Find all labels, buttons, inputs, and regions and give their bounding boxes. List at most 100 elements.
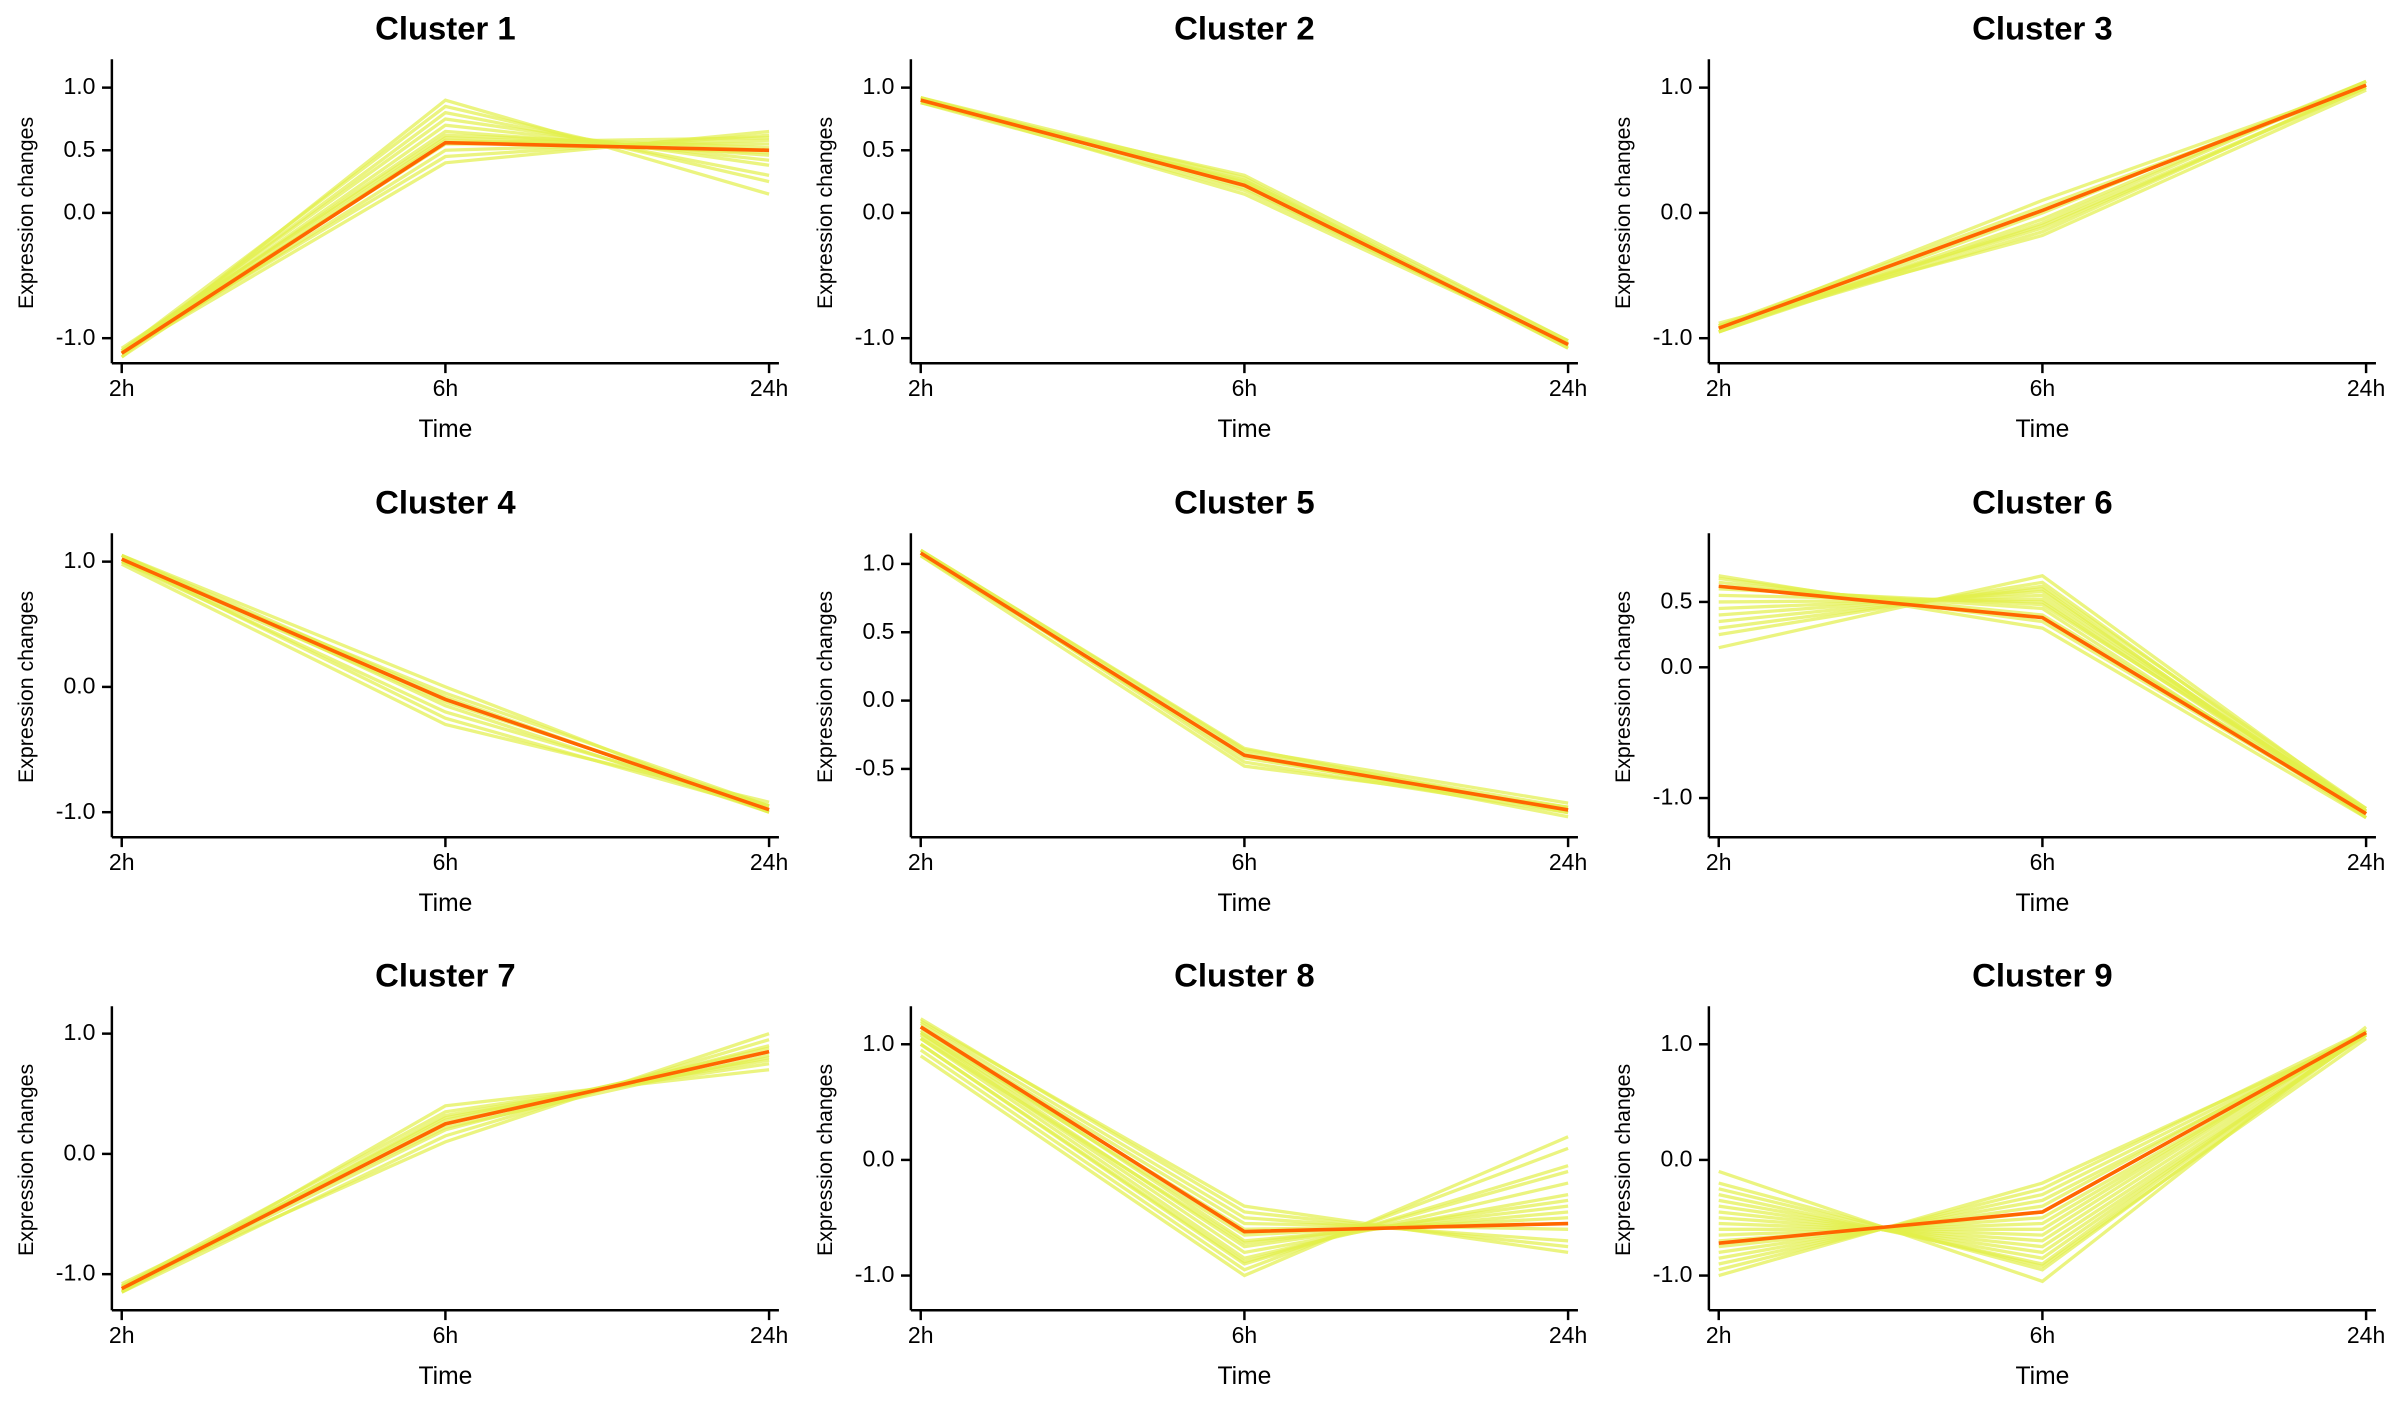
series-line	[122, 1060, 769, 1291]
x-tick-label: 24h	[2347, 375, 2385, 401]
y-tick-label: -1.0	[56, 324, 96, 350]
series-line	[920, 555, 1567, 806]
y-tick-label: 0.5	[1661, 587, 1693, 613]
x-axis-label: Time	[2016, 890, 2070, 917]
x-tick-label: 24h	[2347, 849, 2385, 875]
y-tick-label: 0.0	[63, 1140, 95, 1166]
chart-panel: Cluster 7-1.00.01.02h6h24hTimeExpression…	[10, 957, 799, 1401]
y-tick-label: 0.5	[862, 136, 894, 162]
series-line	[920, 103, 1567, 341]
y-axis-label: Expression changes	[813, 590, 837, 782]
chart-panel: Cluster 2-1.00.00.51.02h6h24hTimeExpress…	[809, 10, 1598, 454]
chart-svg: Cluster 7-1.00.01.02h6h24hTimeExpression…	[10, 957, 799, 1401]
series-line	[122, 144, 769, 351]
y-tick-label: 1.0	[63, 73, 95, 99]
y-tick-label: 1.0	[63, 547, 95, 573]
x-axis-label: Time	[2016, 416, 2070, 443]
y-axis-label: Expression changes	[813, 1064, 837, 1256]
centroid-line	[122, 143, 769, 353]
series-line	[920, 1027, 1567, 1241]
x-tick-label: 2h	[908, 375, 934, 401]
y-tick-label: 0.5	[63, 136, 95, 162]
y-axis-label: Expression changes	[14, 117, 38, 309]
x-tick-label: 2h	[1706, 1322, 1732, 1348]
y-tick-label: 0.0	[63, 672, 95, 698]
x-tick-label: 6h	[2030, 1322, 2056, 1348]
y-tick-label: -0.5	[854, 754, 894, 780]
x-axis-label: Time	[418, 1363, 472, 1390]
chart-panel: Cluster 4-1.00.01.02h6h24hTimeExpression…	[10, 484, 799, 928]
series-line	[920, 103, 1567, 344]
y-tick-label: 0.0	[862, 686, 894, 712]
x-tick-label: 24h	[750, 1322, 788, 1348]
y-tick-label: 1.0	[862, 1030, 894, 1056]
y-tick-label: -1.0	[1653, 324, 1693, 350]
y-axis-label: Expression changes	[14, 1064, 38, 1256]
y-tick-label: -1.0	[854, 1261, 894, 1287]
x-tick-label: 24h	[1549, 849, 1587, 875]
y-axis-label: Expression changes	[1611, 117, 1635, 309]
x-axis-label: Time	[418, 416, 472, 443]
series-line	[122, 140, 769, 353]
y-tick-label: 1.0	[1661, 1030, 1693, 1056]
series-line	[122, 1056, 769, 1285]
series-line	[920, 98, 1567, 346]
y-axis-label: Expression changes	[813, 117, 837, 309]
series-line	[122, 138, 769, 353]
chart-svg: Cluster 1-1.00.00.51.02h6h24hTimeExpress…	[10, 10, 799, 454]
y-tick-label: -1.0	[56, 1260, 96, 1286]
centroid-line	[920, 1027, 1567, 1232]
series-line	[920, 98, 1567, 349]
series-line	[122, 1070, 769, 1292]
x-tick-label: 6h	[433, 375, 459, 401]
y-tick-label: 0.0	[862, 198, 894, 224]
chart-panel: Cluster 6-1.00.00.52h6h24hTimeExpression…	[1607, 484, 2396, 928]
centroid-line	[122, 1052, 769, 1289]
series-line	[122, 1064, 769, 1286]
series-line	[920, 100, 1567, 344]
series-line	[920, 103, 1567, 341]
y-tick-label: 0.0	[1661, 653, 1693, 679]
series-line	[920, 553, 1567, 817]
series-line	[122, 1052, 769, 1293]
series-line	[920, 550, 1567, 812]
x-tick-label: 2h	[1706, 849, 1732, 875]
centroid-line	[920, 100, 1567, 344]
chart-svg: Cluster 9-1.00.01.02h6h24hTimeExpression…	[1607, 957, 2396, 1401]
x-tick-label: 6h	[433, 849, 459, 875]
y-tick-label: 1.0	[862, 549, 894, 575]
series-line	[1719, 1035, 2366, 1252]
y-axis-label: Expression changes	[1611, 1064, 1635, 1256]
y-axis-label: Expression changes	[14, 590, 38, 782]
y-tick-label: 0.5	[862, 617, 894, 643]
series-line	[920, 1024, 1567, 1241]
x-tick-label: 24h	[2347, 1322, 2385, 1348]
x-axis-label: Time	[1217, 1363, 1271, 1390]
y-tick-label: -1.0	[1653, 783, 1693, 809]
x-tick-label: 24h	[750, 375, 788, 401]
series-line	[122, 119, 769, 351]
chart-panel: Cluster 1-1.00.00.51.02h6h24hTimeExpress…	[10, 10, 799, 454]
x-tick-label: 24h	[1549, 1322, 1587, 1348]
x-tick-label: 2h	[109, 1322, 135, 1348]
chart-svg: Cluster 8-1.00.01.02h6h24hTimeExpression…	[809, 957, 1598, 1401]
chart-panel: Cluster 8-1.00.01.02h6h24hTimeExpression…	[809, 957, 1598, 1401]
panel-title: Cluster 1	[375, 10, 516, 47]
panel-title: Cluster 8	[1174, 957, 1315, 994]
series-line	[122, 140, 769, 357]
series-line	[122, 1048, 769, 1286]
chart-svg: Cluster 3-1.00.01.02h6h24hTimeExpression…	[1607, 10, 2396, 454]
y-tick-label: -1.0	[854, 324, 894, 350]
chart-svg: Cluster 2-1.00.00.51.02h6h24hTimeExpress…	[809, 10, 1598, 454]
x-tick-label: 6h	[2030, 849, 2056, 875]
series-line	[920, 550, 1567, 812]
x-tick-label: 24h	[1549, 375, 1587, 401]
panel-title: Cluster 5	[1174, 484, 1315, 521]
chart-panel: Cluster 3-1.00.01.02h6h24hTimeExpression…	[1607, 10, 2396, 454]
x-tick-label: 2h	[908, 1322, 934, 1348]
y-tick-label: 0.0	[1661, 198, 1693, 224]
x-tick-label: 6h	[2030, 375, 2056, 401]
x-axis-label: Time	[2016, 1363, 2070, 1390]
x-tick-label: 2h	[109, 849, 135, 875]
panel-title: Cluster 6	[1972, 484, 2113, 521]
